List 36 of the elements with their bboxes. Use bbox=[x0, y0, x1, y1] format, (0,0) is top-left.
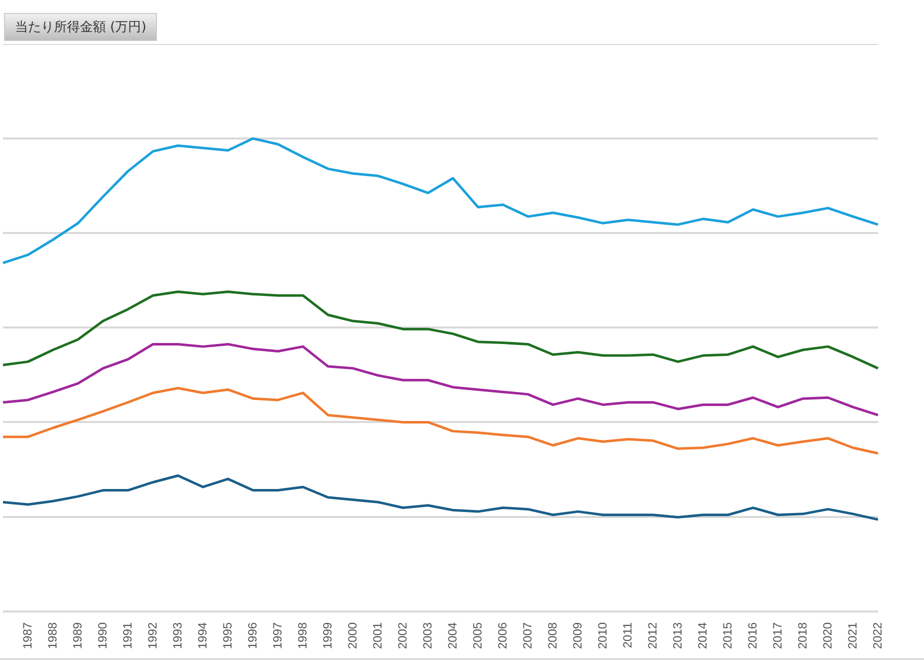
x-tick-label: 1996 bbox=[245, 622, 260, 650]
x-tick-label: 1997 bbox=[270, 622, 284, 650]
x-tick-label: 1999 bbox=[320, 622, 334, 650]
x-tick-label: 2003 bbox=[420, 622, 434, 650]
x-tick-label: 2012 bbox=[645, 622, 660, 650]
x-tick-label: 2005 bbox=[470, 622, 484, 650]
x-tick-label: 2013 bbox=[670, 622, 684, 650]
x-tick-label: 2006 bbox=[495, 622, 510, 650]
x-tick-label: 1995 bbox=[220, 622, 234, 650]
x-tick-label: 2002 bbox=[395, 622, 410, 650]
x-tick-label: 1998 bbox=[295, 622, 310, 650]
x-tick-label: 1991 bbox=[120, 622, 134, 650]
x-tick-label: 2008 bbox=[545, 622, 560, 650]
x-tick-label: 1988 bbox=[45, 622, 60, 650]
x-tick-label: 2014 bbox=[695, 622, 710, 650]
chart-title: 当たり所得金額 (万円) bbox=[4, 13, 158, 41]
x-tick-label: 1987 bbox=[20, 622, 34, 650]
x-tick-label: 2004 bbox=[445, 622, 460, 650]
x-tick-label: 1990 bbox=[95, 622, 110, 650]
x-tick-label: 2007 bbox=[520, 622, 534, 650]
x-tick-label: 1994 bbox=[195, 622, 210, 650]
x-tick-label: 2020 bbox=[820, 622, 834, 650]
x-tick-label: 2000 bbox=[345, 622, 360, 650]
x-tick-label: 2001 bbox=[370, 622, 384, 650]
x-tick-label: 2022 bbox=[870, 622, 884, 650]
x-tick-label: 2009 bbox=[570, 622, 584, 650]
x-tick-label: 2010 bbox=[595, 622, 610, 650]
x-tick-label: 2018 bbox=[795, 622, 810, 650]
x-tick-label: 1993 bbox=[170, 622, 184, 650]
x-tick-label: 2015 bbox=[720, 622, 734, 650]
x-tick-label: 2017 bbox=[770, 622, 784, 650]
x-tick-label: 1992 bbox=[145, 622, 160, 650]
x-tick-label: 2011 bbox=[620, 622, 634, 648]
x-tick-label: 1989 bbox=[70, 622, 84, 650]
x-tick-label: 2016 bbox=[745, 622, 760, 650]
x-tick-label: 2021 bbox=[845, 622, 860, 650]
